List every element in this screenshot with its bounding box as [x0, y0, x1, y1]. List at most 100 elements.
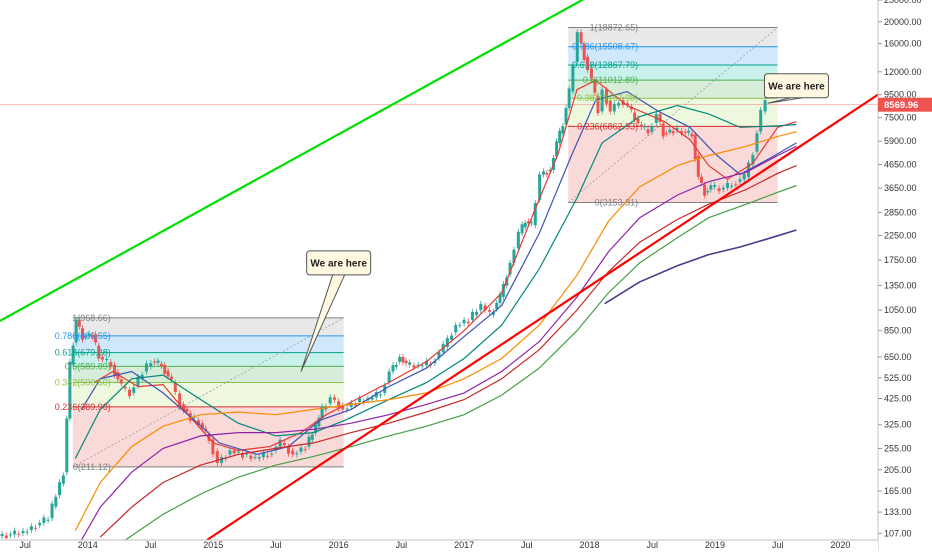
price-candle: [687, 130, 691, 133]
price-axis-background: [878, 0, 932, 550]
price-candle: [149, 363, 153, 367]
y-tick-label: 525.00: [884, 373, 912, 383]
price-candle: [571, 65, 575, 92]
price-candle: [13, 530, 17, 535]
price-candle: [173, 382, 177, 392]
fib-zone-a-3: [72, 366, 344, 383]
price-candle: [278, 439, 282, 447]
callout-box-1[interactable]: [763, 73, 829, 99]
price-candle: [42, 517, 46, 523]
price-candle: [561, 126, 565, 134]
time-axis-background: [0, 540, 878, 550]
price-candle: [491, 312, 495, 315]
price-candle: [153, 361, 157, 363]
price-candle: [538, 174, 542, 200]
price-candle: [721, 187, 725, 190]
price-candle: [68, 361, 72, 419]
price-candle: [34, 527, 38, 529]
fib-zone-a-0: [72, 317, 344, 336]
price-candle: [105, 359, 109, 361]
price-candle: [512, 249, 516, 263]
price-candle: [495, 302, 499, 309]
price-candle: [713, 185, 717, 187]
price-candle: [751, 154, 755, 165]
y-tick-label: 20000.00: [884, 17, 922, 27]
price-candle: [21, 530, 25, 534]
price-candle: [445, 338, 449, 347]
price-candle: [734, 184, 738, 186]
price-candle: [661, 123, 665, 137]
fib-zone-b-5: [568, 126, 778, 203]
price-candle: [261, 452, 265, 458]
price-candle: [295, 453, 299, 455]
price-candle: [192, 417, 196, 419]
price-candle: [90, 335, 94, 338]
x-tick-label: 2016: [329, 540, 349, 550]
price-candle: [699, 176, 703, 183]
y-tick-label: 25000.00: [884, 0, 922, 5]
price-candle: [558, 130, 562, 143]
callout-box-0[interactable]: [306, 250, 372, 276]
price-candle: [608, 100, 612, 112]
price-candle: [475, 311, 479, 316]
price-candle: [317, 417, 321, 427]
price-candle: [65, 418, 69, 473]
price-candle: [470, 311, 474, 320]
y-tick-label: 4650.00: [884, 160, 917, 170]
y-tick-label: 1050.00: [884, 305, 917, 315]
price-candle: [270, 453, 274, 455]
price-candle: [586, 56, 590, 71]
current-price-badge: [878, 97, 932, 112]
price-candle: [140, 374, 144, 379]
price-candle: [341, 405, 345, 410]
price-candle: [58, 482, 62, 496]
price-candle: [299, 447, 303, 452]
price-candle: [220, 457, 224, 463]
price-candle: [54, 496, 58, 507]
price-candle: [310, 434, 314, 440]
price-candle: [416, 364, 420, 366]
y-tick-label: 325.00: [884, 420, 912, 430]
y-tick-label: 1750.00: [884, 255, 917, 265]
price-candle: [353, 404, 357, 406]
price-candle: [132, 387, 136, 393]
price-candle: [703, 184, 707, 196]
y-tick-label: 5900.00: [884, 136, 917, 146]
price-candle: [358, 398, 362, 403]
x-tick-label: 2014: [78, 540, 98, 550]
price-candle: [71, 345, 75, 365]
price-candle: [763, 100, 767, 112]
price-candle: [74, 319, 78, 343]
x-tick-label: 2019: [705, 540, 725, 550]
moving-average-line-7: [604, 229, 797, 305]
y-tick-label: 16000.00: [884, 39, 922, 49]
callout-text-0: We are here: [310, 258, 367, 269]
price-candle: [398, 356, 402, 362]
price-candle: [0, 533, 4, 537]
price-candle: [328, 397, 332, 404]
price-candle: [600, 89, 604, 112]
trendline-green: [0, 0, 585, 322]
price-candle: [163, 364, 167, 374]
price-candle: [709, 185, 713, 190]
moving-average-line-2: [74, 104, 797, 459]
fib-level-label-b-4: 0.382(9157.98): [577, 93, 638, 103]
price-candle: [228, 450, 232, 455]
price-candle: [320, 406, 324, 418]
current-price-label: 8569.96: [884, 100, 918, 111]
moving-average-line-3: [74, 131, 797, 531]
price-candle: [240, 453, 244, 458]
price-candle: [730, 185, 734, 187]
price-candle: [159, 363, 163, 367]
price-candle: [80, 328, 84, 340]
y-tick-label: 2850.00: [884, 207, 917, 217]
price-candle: [196, 420, 200, 425]
fib-level-label-b-5: 0.236(6862.93): [577, 121, 638, 131]
callout-pointer-1: [767, 97, 803, 104]
callout-text-1: We are here: [768, 81, 825, 92]
price-candle: [548, 169, 552, 172]
fib-level-label-a-4: 0.382(500.50): [55, 377, 111, 387]
price-candle: [424, 361, 428, 366]
